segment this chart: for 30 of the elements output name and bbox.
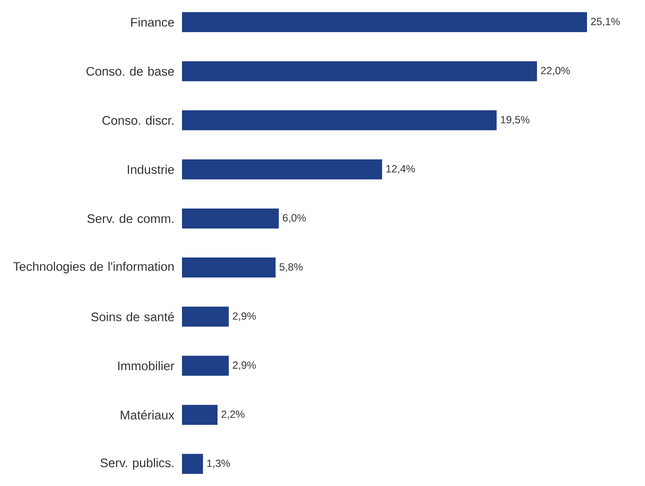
data-label: 2,9% [232,312,256,321]
data-label: 22,0% [541,66,570,76]
data-label: 2,9% [232,361,256,370]
data-label: 25,1% [591,18,620,26]
y-tick-label: Conso. discr. [102,116,174,125]
y-tick-label: Serv. de comm. [87,214,174,224]
bar [182,159,382,180]
bar [182,12,588,32]
bar [182,110,497,130]
y-tick-label: Matériaux [120,410,174,420]
data-label: 2,2% [222,410,244,420]
bar [182,306,229,327]
data-label: 5,8% [280,263,303,272]
y-tick-label: Immobilier [118,361,174,370]
bar [182,404,218,425]
bar [182,356,229,376]
bar [182,208,279,228]
y-tick-label: Finance [131,18,174,27]
y-tick-label: Serv. publics. [100,458,174,470]
bar [182,258,276,278]
data-label: 19,5% [500,116,530,125]
y-tick-label: Conso. de base [86,66,174,76]
y-tick-label: Soins de santé [91,312,174,322]
y-tick-label: Technologies de l'information [13,262,174,274]
data-label: 1,3% [207,460,230,468]
data-label: 6,0% [282,214,306,223]
bar [182,61,537,82]
bar [182,454,203,474]
data-label: 12,4% [386,165,415,174]
y-tick-label: Industrie [128,164,174,174]
